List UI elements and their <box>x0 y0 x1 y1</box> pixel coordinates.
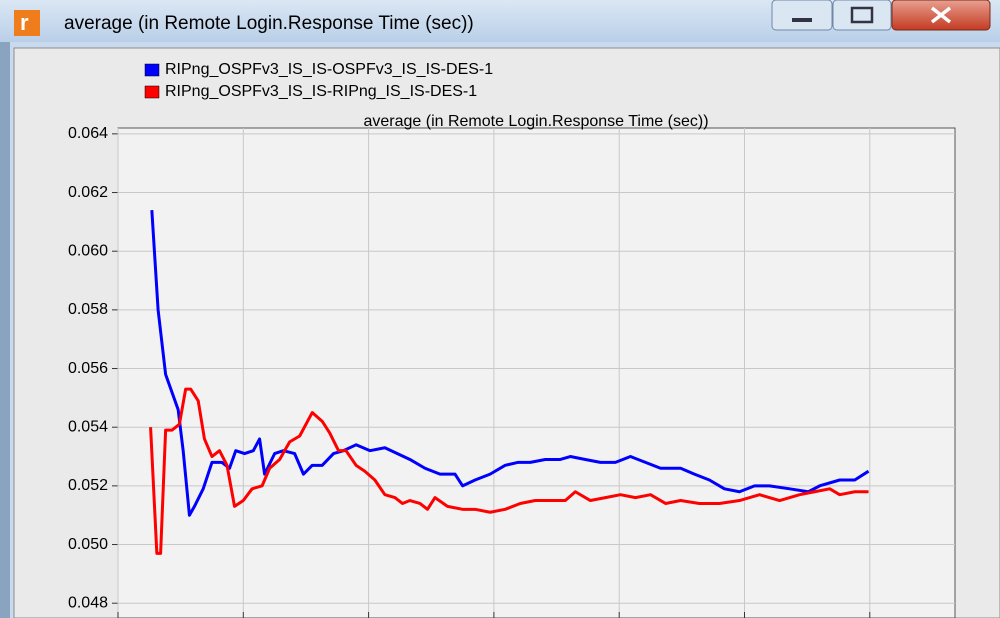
axes: 0.048 0.050 0.052 0.054 0.056 0.058 0.060 0.062… <box>68 125 955 618</box>
maximize-button[interactable] <box>832 0 892 31</box>
y-tick-label: 0.050 <box>68 536 108 553</box>
y-tick-label: 0.060 <box>68 242 108 259</box>
maximize-glyph <box>850 6 874 24</box>
y-tick-label: 0.058 <box>68 301 108 318</box>
y-tick-label: 0.064 <box>68 125 108 142</box>
window-buttons <box>771 0 991 31</box>
legend-label: RIPng_OSPFv3_IS_IS-OSPFv3_IS_IS-DES-1 <box>165 61 493 78</box>
window-title: average (in Remote Login.Response Time (… <box>64 13 474 34</box>
desktop-strip <box>0 42 10 618</box>
legend-swatch <box>144 63 160 77</box>
close-glyph <box>930 6 952 24</box>
y-tick-label: 0.056 <box>68 360 108 377</box>
app-icon-glyph: r <box>20 10 29 35</box>
legend: RIPng_OSPFv3_IS_IS-OSPFv3_IS_IS-DES-1 RIP… <box>144 61 493 100</box>
plot-area <box>117 127 956 618</box>
legend-swatch <box>144 85 160 99</box>
y-tick-label: 0.062 <box>68 184 108 201</box>
lines <box>149 210 870 555</box>
app-icon <box>14 10 40 36</box>
minimize-glyph <box>792 18 812 22</box>
chart-title: average (in Remote Login.Response Time (… <box>363 113 708 130</box>
y-tick-label: 0.048 <box>68 594 108 611</box>
series-line <box>149 387 869 555</box>
legend-label: RIPng_OSPFv3_IS_IS-RIPng_IS_IS-DES-1 <box>165 83 477 100</box>
y-tick-label: 0.054 <box>68 418 108 435</box>
y-tick-label: 0.052 <box>68 477 108 494</box>
minimize-button[interactable] <box>771 0 833 31</box>
